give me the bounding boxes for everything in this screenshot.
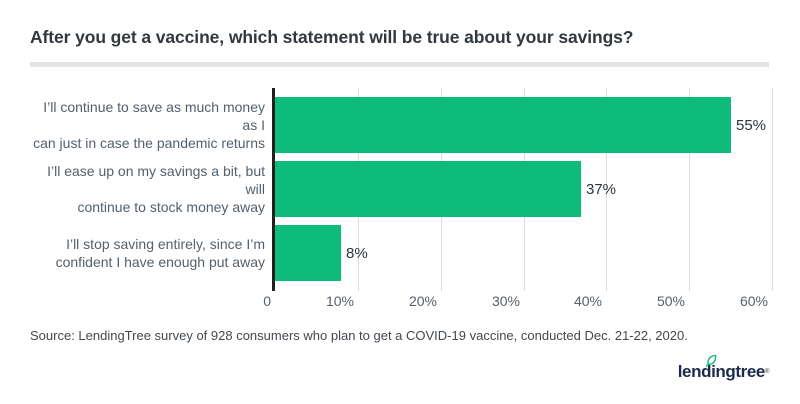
x-tick-label: 20% bbox=[408, 293, 437, 309]
lendingtree-logo: lendingtree® bbox=[677, 354, 769, 382]
lendingtree-wordmark: lendingtree® bbox=[677, 354, 769, 382]
bar bbox=[275, 161, 581, 217]
y-axis-line bbox=[272, 88, 275, 291]
bar-row: 37% bbox=[275, 161, 775, 217]
registered-mark: ® bbox=[764, 369, 769, 375]
x-tick-label: 0 bbox=[263, 293, 271, 309]
title-divider bbox=[30, 62, 769, 67]
gridline bbox=[689, 88, 690, 291]
x-tick-label: 50% bbox=[656, 293, 685, 309]
bar-value-label: 37% bbox=[586, 180, 617, 198]
bar-row: 55% bbox=[275, 97, 775, 153]
x-tick-label: 60% bbox=[739, 293, 768, 309]
x-tick-label: 40% bbox=[573, 293, 602, 309]
bar-value-label: 8% bbox=[346, 244, 368, 262]
bar-value-label: 55% bbox=[736, 116, 767, 134]
bar-row: 8% bbox=[275, 225, 775, 281]
category-label: I’ll ease up on my savings a bit, but wi… bbox=[47, 163, 265, 215]
category-label: I’ll continue to save as much money as I… bbox=[33, 99, 265, 151]
bar bbox=[275, 225, 341, 281]
gridline bbox=[772, 88, 773, 291]
x-tick-label: 10% bbox=[325, 293, 354, 309]
source-note: Source: LendingTree survey of 928 consum… bbox=[30, 328, 688, 343]
plot-area: 55% 37% 8% bbox=[272, 88, 775, 291]
x-tick-label: 30% bbox=[491, 293, 520, 309]
gridline bbox=[606, 88, 607, 291]
bar bbox=[275, 97, 731, 153]
leaf-icon bbox=[705, 354, 717, 368]
category-axis-labels: I’ll continue to save as much money as I… bbox=[30, 88, 265, 291]
logo-text: lendingtree bbox=[677, 362, 766, 381]
category-label: I’ll stop saving entirely, since I’m con… bbox=[55, 236, 265, 270]
chart-title: After you get a vaccine, which statement… bbox=[30, 27, 634, 47]
x-axis: 0 10% 20% 30% 40% 50% 60% bbox=[263, 291, 775, 311]
